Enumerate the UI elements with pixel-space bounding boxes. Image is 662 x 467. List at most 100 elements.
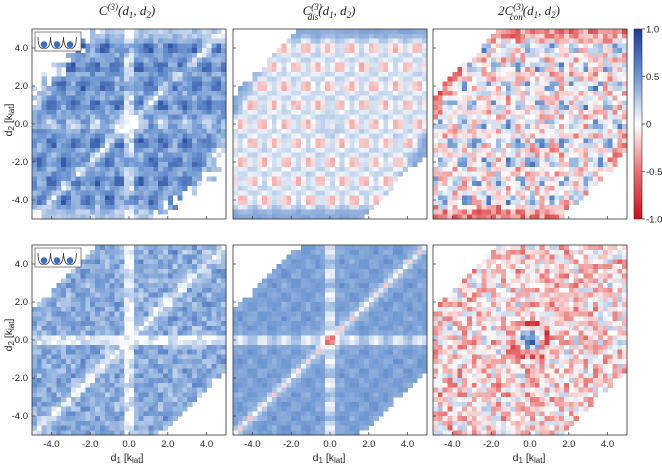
heatmap-cell bbox=[262, 171, 268, 177]
heatmap-cell bbox=[373, 128, 379, 134]
heatmap-cell bbox=[266, 143, 273, 149]
heatmap-cell bbox=[491, 81, 497, 87]
heatmap-cell bbox=[266, 128, 273, 134]
heatmap-cell bbox=[588, 138, 594, 144]
heatmap-cell bbox=[129, 152, 135, 158]
heatmap-cell bbox=[491, 190, 497, 196]
heatmap-cell bbox=[568, 114, 574, 120]
heatmap-cell bbox=[143, 185, 149, 191]
heatmap-cell bbox=[388, 166, 394, 172]
heatmap-cell bbox=[158, 29, 164, 35]
heatmap-cell bbox=[452, 71, 458, 77]
heatmap-cell bbox=[233, 128, 239, 134]
heatmap-cell bbox=[305, 176, 311, 182]
heatmap-cell bbox=[433, 209, 439, 215]
heatmap-cell bbox=[481, 48, 487, 54]
heatmap-cell bbox=[393, 38, 399, 44]
heatmap-cell bbox=[300, 57, 307, 63]
heatmap-cell bbox=[206, 90, 212, 96]
heatmap-cell bbox=[491, 62, 497, 68]
heatmap-cell bbox=[196, 33, 203, 39]
heatmap-cell bbox=[153, 190, 159, 196]
heatmap-cell bbox=[447, 214, 453, 220]
heatmap-cell bbox=[568, 95, 574, 101]
heatmap-cell bbox=[281, 181, 287, 187]
heatmap-cell bbox=[452, 76, 458, 82]
heatmap-cell bbox=[515, 114, 521, 120]
heatmap-cell bbox=[534, 109, 540, 115]
heatmap-cell bbox=[201, 143, 207, 149]
heatmap-cell bbox=[583, 109, 589, 115]
heatmap-cell bbox=[65, 425, 72, 431]
heatmap-cell bbox=[276, 214, 282, 220]
heatmap-cell bbox=[36, 406, 42, 412]
heatmap-cell bbox=[296, 105, 302, 111]
heatmap-cell bbox=[80, 176, 86, 182]
heatmap-cell bbox=[476, 195, 482, 201]
heatmap-cell bbox=[61, 387, 67, 393]
heatmap-cell bbox=[182, 152, 188, 158]
heatmap-cell bbox=[124, 420, 130, 426]
heatmap-cell bbox=[192, 138, 198, 144]
heatmap-cell bbox=[607, 162, 613, 168]
heatmap-cell bbox=[119, 214, 125, 220]
heatmap-cell bbox=[310, 67, 316, 73]
heatmap-cell bbox=[56, 382, 62, 388]
heatmap-cell bbox=[51, 209, 57, 215]
xlabel-col1: d1 [klat] bbox=[111, 452, 144, 465]
heatmap-cell bbox=[104, 43, 110, 49]
heatmap-cell bbox=[211, 114, 217, 120]
heatmap-cell bbox=[330, 124, 336, 130]
heatmap-cell bbox=[99, 411, 106, 417]
heatmap-cell bbox=[36, 114, 42, 120]
heatmap-cell bbox=[573, 190, 579, 196]
heatmap-cell bbox=[51, 321, 57, 327]
heatmap-cell bbox=[520, 181, 526, 187]
heatmap-cell bbox=[167, 57, 173, 63]
heatmap-cell bbox=[305, 185, 311, 191]
heatmap-cell bbox=[182, 166, 188, 172]
heatmap-cell bbox=[192, 143, 198, 149]
heatmap-cell bbox=[61, 190, 67, 196]
heatmap-cell bbox=[114, 392, 120, 398]
heatmap-cell bbox=[310, 86, 316, 92]
heatmap-cell bbox=[563, 29, 570, 35]
heatmap-cell bbox=[143, 157, 149, 163]
heatmap-cell bbox=[95, 105, 101, 111]
heatmap-cell bbox=[486, 181, 492, 187]
heatmap-cell bbox=[612, 114, 618, 120]
heatmap-cell bbox=[75, 283, 81, 289]
heatmap-cell bbox=[187, 147, 193, 153]
heatmap-cell bbox=[402, 76, 408, 82]
heatmap-cell bbox=[95, 119, 101, 125]
heatmap-cell bbox=[462, 200, 468, 206]
heatmap-cell bbox=[578, 29, 584, 35]
heatmap-cell bbox=[95, 124, 101, 130]
heatmap-cell bbox=[325, 33, 331, 39]
heatmap-cell bbox=[109, 181, 115, 187]
heatmap-cell bbox=[442, 133, 448, 139]
heatmap-cell bbox=[36, 157, 42, 163]
heatmap-cell bbox=[172, 95, 178, 101]
heatmap-cell bbox=[153, 76, 159, 82]
heatmap-cell bbox=[368, 48, 374, 54]
heatmap-cell bbox=[56, 185, 62, 191]
heatmap-cell bbox=[109, 254, 115, 260]
heatmap-cell bbox=[286, 181, 292, 187]
heatmap-cell bbox=[417, 143, 423, 149]
heatmap-cell bbox=[201, 119, 207, 125]
heatmap-cell bbox=[363, 185, 370, 191]
heatmap-cell bbox=[593, 152, 599, 158]
heatmap-cell bbox=[192, 57, 198, 63]
heatmap-cell bbox=[177, 67, 183, 73]
heatmap-cell bbox=[56, 373, 62, 379]
heatmap-cell bbox=[114, 416, 120, 422]
heatmap-cell bbox=[32, 143, 38, 149]
heatmap-cell bbox=[99, 143, 106, 149]
heatmap-cell bbox=[41, 138, 47, 144]
heatmap-cell bbox=[196, 76, 203, 82]
heatmap-cell bbox=[310, 109, 316, 115]
heatmap-cell bbox=[196, 29, 203, 35]
heatmap-cell bbox=[466, 209, 473, 215]
heatmap-cell bbox=[339, 114, 345, 120]
